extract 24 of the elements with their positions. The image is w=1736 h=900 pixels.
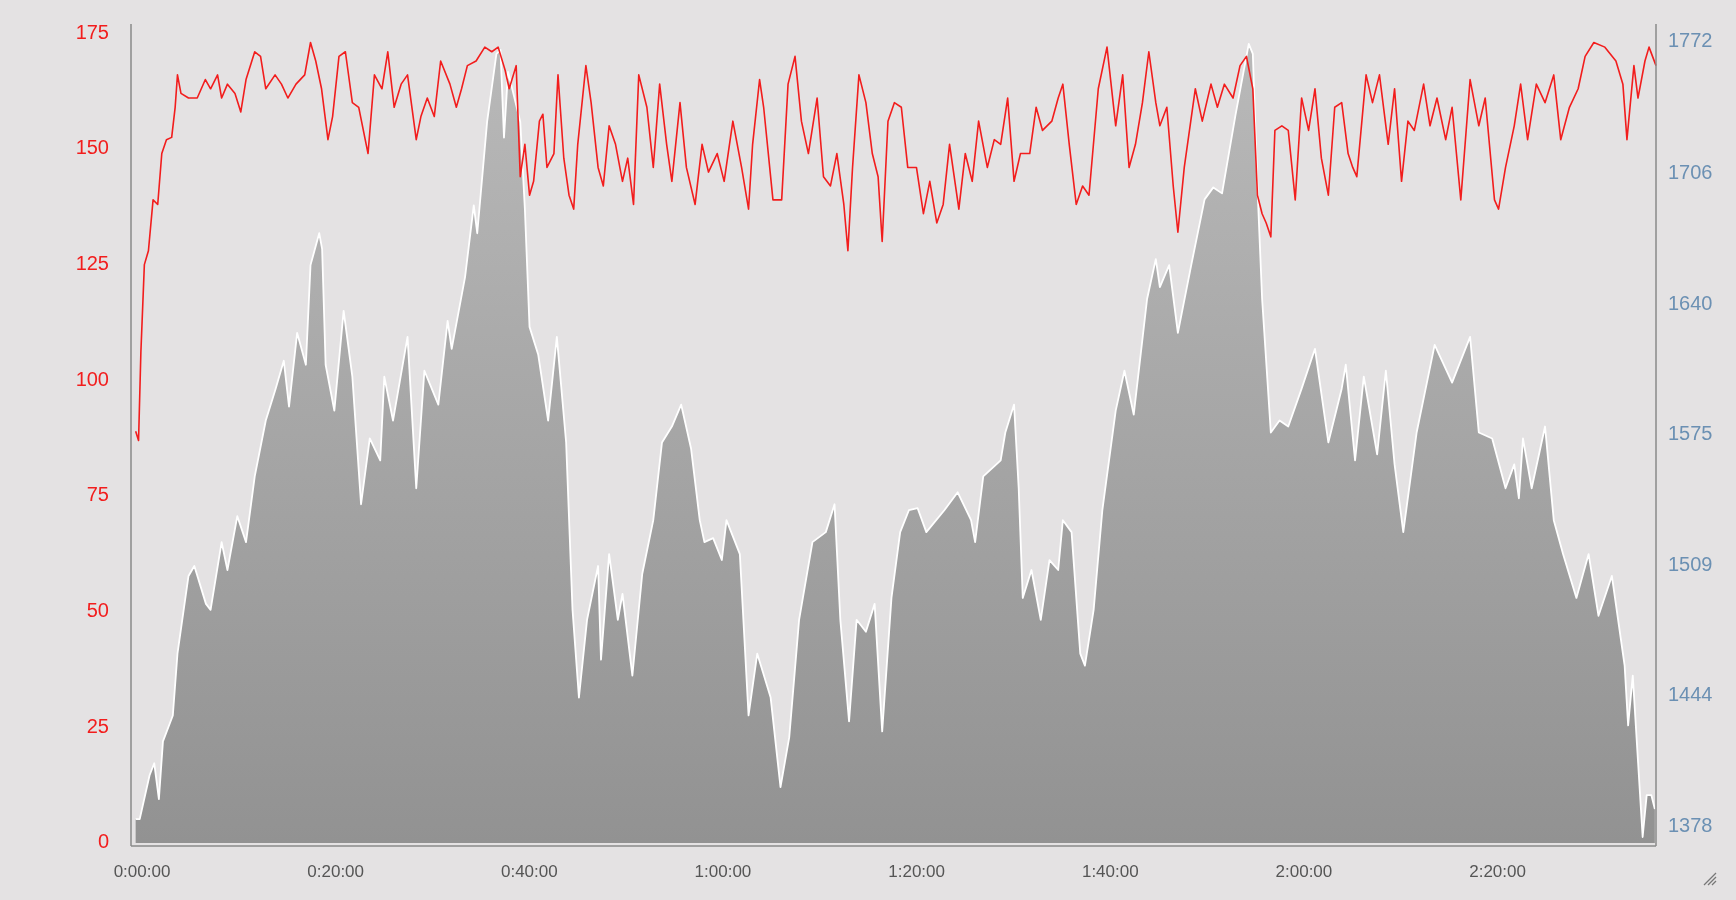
y2-tick-label: 1640 [1668, 292, 1713, 315]
line-series [134, 41, 1657, 442]
x-tick-label: 1:20:00 [888, 862, 945, 882]
y-tick-label: 0 [97, 830, 109, 853]
x-tick-label: 1:00:00 [694, 862, 752, 882]
y2-tick-label: 1706 [1668, 160, 1713, 183]
x-tick-label: 0:20:00 [307, 862, 365, 882]
y-tick-label: 125 [75, 251, 109, 274]
x-tick-label: 2:20:00 [1469, 862, 1526, 882]
y2-tick-label: 1772 [1668, 29, 1713, 52]
y2-tick-label: 1509 [1668, 553, 1713, 576]
y2-tick-label: 1575 [1668, 421, 1713, 444]
x-tick-label: 2:00:00 [1275, 862, 1333, 882]
x-tick-label: 0:40:00 [500, 862, 558, 882]
y-tick-label: 175 [75, 20, 109, 43]
x-tick-label: 1:40:00 [1081, 862, 1139, 882]
y2-tick-label: 1444 [1668, 682, 1713, 705]
y-tick-label: 50 [86, 598, 109, 621]
y-tick-label: 25 [86, 714, 109, 737]
y-tick-label: 100 [75, 367, 109, 390]
y-tick-label: 75 [86, 483, 109, 506]
y-tick-label: 150 [75, 136, 109, 159]
y2-tick-label: 1378 [1668, 814, 1713, 837]
x-tick-label: 0:00:00 [113, 862, 171, 882]
